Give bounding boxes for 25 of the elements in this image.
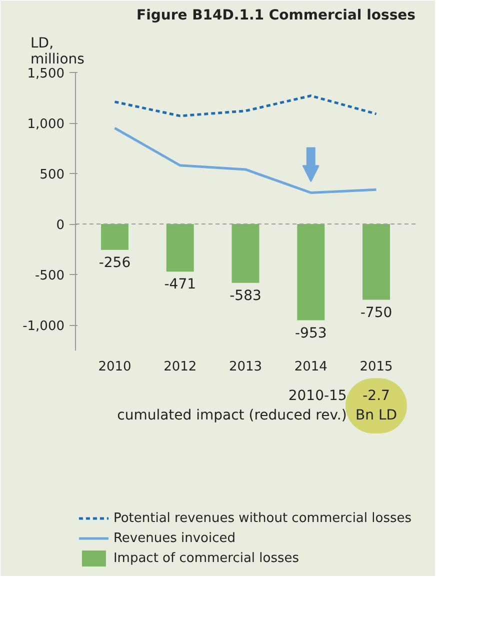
y-tick-label: 1,000 (27, 117, 64, 132)
data-label: -471 (164, 276, 196, 293)
data-label: -750 (360, 304, 392, 321)
chart-title: Figure B14D.1.1 Commercial losses (136, 8, 416, 24)
y-tick-label: 0 (56, 218, 65, 234)
y-tick-label: 1,500 (27, 66, 64, 82)
x-tick-label: 2013 (228, 359, 262, 374)
legend-label: Impact of commercial losses (113, 550, 300, 567)
y-tick-label: -500 (34, 268, 65, 284)
line-series (113, 126, 378, 194)
x-tick-label: 2014 (294, 359, 328, 374)
y-tick-label: -1,000 (22, 319, 65, 334)
data-label: -583 (230, 288, 262, 304)
y-axis-title: LD, millions (30, 36, 84, 68)
legend-label: Potential revenues without commercial losses (113, 510, 412, 527)
x-tick-label: 2015 (360, 359, 393, 374)
text: 2010-15 cumulated impact (reduced rev.) (117, 388, 347, 424)
y-tick-label: 500 (40, 168, 65, 183)
data-label: -953 (295, 325, 327, 342)
x-tick-label: 2010 (98, 359, 132, 374)
data-label: -256 (98, 254, 131, 271)
x-tick-label: 2012 (164, 359, 197, 374)
legend-label: Revenues invoiced (113, 530, 236, 547)
text: -2.7 Bn LD (356, 388, 398, 424)
line-series (113, 94, 378, 118)
